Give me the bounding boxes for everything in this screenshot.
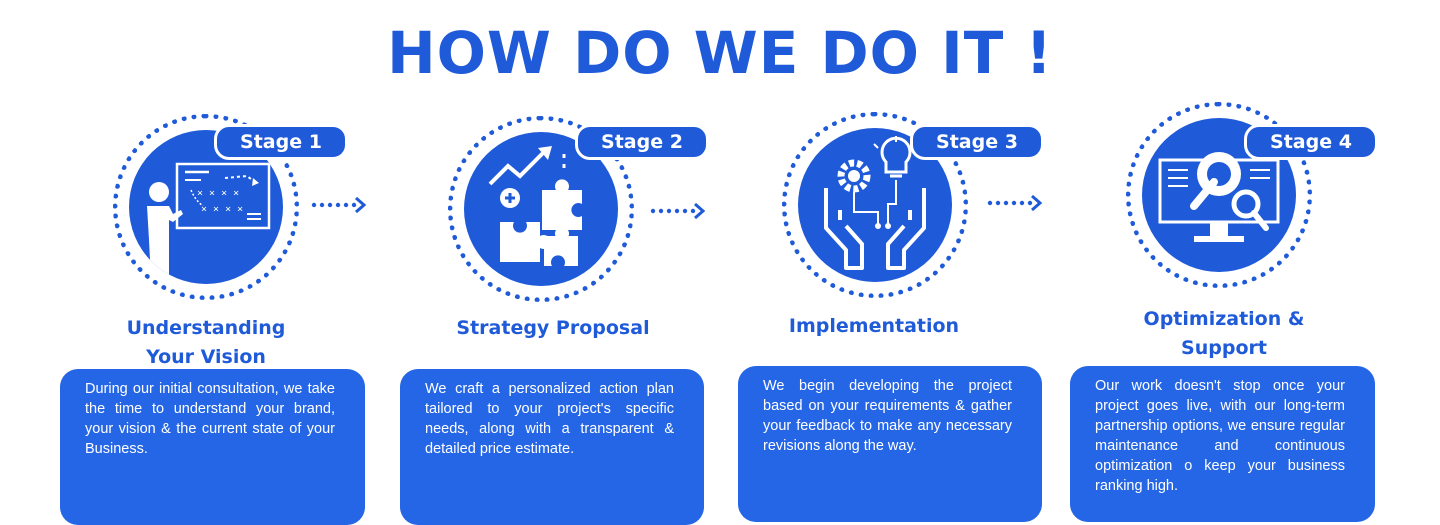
stage-4: Stage 4 Optimization & Support Our work … <box>1070 0 1410 525</box>
stage-description-card: We begin developing the project based on… <box>738 366 1042 522</box>
stage-1: × × × × × × × × Stage 1 Understanding Yo… <box>60 0 400 525</box>
stage-badge: Stage 3 <box>910 124 1044 160</box>
monitor-wrench-icon <box>1158 152 1280 242</box>
dotted-arrow-icon <box>650 202 706 220</box>
dotted-ring <box>448 116 634 302</box>
stage-badge: Stage 4 <box>1244 124 1378 160</box>
stage-description: Our work doesn't stop once your project … <box>1095 378 1345 494</box>
dotted-arrow-icon <box>311 196 367 214</box>
dotted-arrow-icon <box>987 194 1043 212</box>
presentation-board-icon: × × × × × × × × <box>147 162 271 280</box>
stage-title: Strategy Proposal <box>456 317 650 339</box>
stage-description-card: During our initial consultation, we take… <box>60 369 365 525</box>
stage-3: Stage 3 Implementation We begin developi… <box>738 0 1078 525</box>
stage-description: During our initial consultation, we take… <box>85 381 335 457</box>
stage-description-card: Our work doesn't stop once your project … <box>1070 366 1375 522</box>
svg-text:× × × ×: × × × × <box>197 188 239 199</box>
stage-title: Optimization & Support <box>1143 308 1305 359</box>
stage-title: Implementation <box>788 315 960 337</box>
dotted-ring <box>113 114 299 300</box>
dotted-ring <box>782 112 968 298</box>
stage-title: Understanding Your Vision <box>126 317 286 368</box>
stage-description-card: We craft a personalized action plan tail… <box>400 369 704 525</box>
svg-text:× × × ×: × × × × <box>201 204 243 215</box>
dotted-ring <box>1126 102 1312 288</box>
stage-description: We craft a personalized action plan tail… <box>425 381 674 457</box>
puzzle-growth-icon <box>488 146 582 266</box>
stage-badge: Stage 2 <box>575 124 709 160</box>
stage-badge: Stage 1 <box>214 124 348 160</box>
page-title: HOW DO WE DO IT ! <box>387 19 1053 87</box>
stage-description: We begin developing the project based on… <box>763 378 1012 454</box>
stage-2: Stage 2 Strategy Proposal We craft a per… <box>400 0 740 525</box>
